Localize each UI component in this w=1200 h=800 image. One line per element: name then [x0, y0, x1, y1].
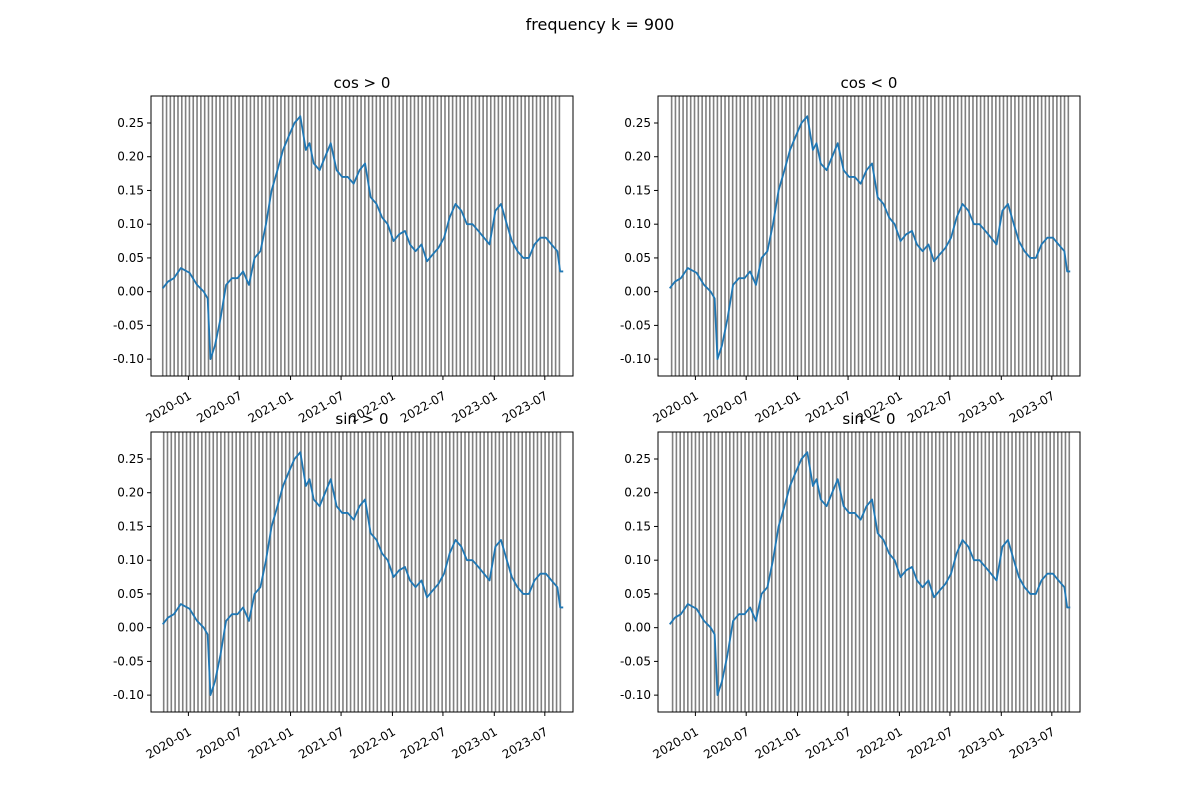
event-lines [162, 432, 562, 712]
axes-frame [657, 95, 1081, 377]
y-tick-label: -0.05 [620, 318, 651, 332]
y-tick-label: -0.10 [620, 688, 651, 702]
y-tick-label: 0.15 [624, 183, 651, 197]
axes-frame [150, 431, 574, 713]
y-tick-label: 0.20 [117, 150, 144, 164]
series-line [669, 115, 1071, 361]
axes-frame [150, 95, 574, 377]
axes-frame [657, 431, 1081, 713]
y-tick-label: 0.25 [117, 452, 144, 466]
y-tick-label: 0.20 [624, 486, 651, 500]
event-lines [161, 96, 561, 376]
y-tick-label: 0.15 [117, 519, 144, 533]
subplot-4: -0.10-0.050.000.050.100.150.200.252020-0… [620, 410, 1081, 762]
y-tick-label: 0.10 [624, 217, 651, 231]
y-tick-label: -0.05 [113, 318, 144, 332]
y-tick-label: 0.15 [624, 519, 651, 533]
y-tick-label: -0.05 [113, 654, 144, 668]
y-tick-label: 0.25 [624, 116, 651, 130]
figure-title: frequency k = 900 [526, 15, 675, 34]
series-line [162, 451, 564, 697]
y-tick-label: 0.25 [624, 452, 651, 466]
series-line [669, 451, 1071, 697]
y-tick-label: 0.05 [117, 587, 144, 601]
y-tick-label: 0.00 [624, 621, 651, 635]
y-tick-label: 0.00 [624, 285, 651, 299]
subplot-title: sin > 0 [335, 410, 388, 428]
y-tick-label: 0.00 [117, 285, 144, 299]
y-tick-label: 0.05 [624, 251, 651, 265]
subplot-title: cos > 0 [334, 74, 391, 92]
event-lines [671, 432, 1071, 712]
subplot-title: sin < 0 [842, 410, 895, 428]
y-tick-label: 0.20 [624, 150, 651, 164]
y-tick-label: 0.25 [117, 116, 144, 130]
series-line [162, 115, 564, 361]
y-tick-label: 0.10 [117, 553, 144, 567]
y-tick-label: 0.00 [117, 621, 144, 635]
subplot-3: -0.10-0.050.000.050.100.150.200.252020-0… [113, 410, 574, 762]
y-tick-label: 0.10 [117, 217, 144, 231]
y-tick-label: -0.10 [113, 352, 144, 366]
y-tick-label: 0.20 [117, 486, 144, 500]
y-tick-label: -0.10 [620, 352, 651, 366]
y-tick-label: 0.05 [624, 587, 651, 601]
y-tick-label: 0.10 [624, 553, 651, 567]
y-tick-label: -0.05 [620, 654, 651, 668]
subplot-2: -0.10-0.050.000.050.100.150.200.252020-0… [620, 74, 1081, 426]
subplot-title: cos < 0 [841, 74, 898, 92]
y-tick-label: 0.15 [117, 183, 144, 197]
y-tick-label: 0.05 [117, 251, 144, 265]
y-tick-label: -0.10 [113, 688, 144, 702]
